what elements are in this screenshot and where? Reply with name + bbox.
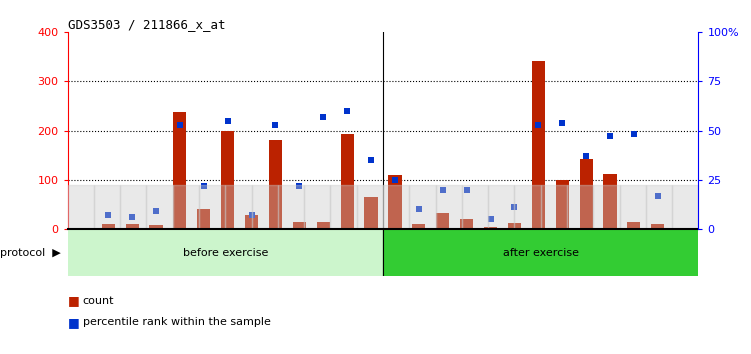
Bar <box>101 224 115 229</box>
Point <box>556 120 569 125</box>
Bar <box>330 184 357 229</box>
Point <box>270 122 282 127</box>
Bar <box>462 184 488 229</box>
Bar <box>627 222 641 229</box>
Bar <box>146 184 173 229</box>
Bar <box>173 184 199 229</box>
Point <box>652 193 664 199</box>
Bar <box>488 184 514 229</box>
Point <box>102 212 114 218</box>
Bar <box>580 159 593 229</box>
Bar <box>508 223 521 229</box>
Text: before exercise: before exercise <box>182 248 268 258</box>
Bar <box>651 224 665 229</box>
Point <box>628 132 640 137</box>
Text: count: count <box>83 296 114 306</box>
Bar <box>225 184 252 229</box>
Bar <box>278 184 304 229</box>
Bar <box>556 180 569 229</box>
Bar <box>293 222 306 229</box>
Bar <box>436 213 449 229</box>
Bar <box>357 184 383 229</box>
Bar <box>304 184 330 229</box>
Bar <box>409 184 436 229</box>
Bar <box>620 184 646 229</box>
Bar <box>199 184 225 229</box>
Bar <box>532 62 545 229</box>
Point <box>437 187 449 193</box>
Point <box>604 133 616 139</box>
Bar <box>484 227 497 229</box>
Bar <box>436 184 462 229</box>
Bar <box>646 184 672 229</box>
Text: protocol  ▶: protocol ▶ <box>0 248 61 258</box>
Bar <box>364 197 378 229</box>
Bar <box>412 224 425 229</box>
Bar <box>460 219 473 229</box>
Text: after exercise: after exercise <box>502 248 579 258</box>
Bar <box>149 225 162 229</box>
Text: percentile rank within the sample: percentile rank within the sample <box>83 317 270 327</box>
Point <box>150 209 162 214</box>
Point <box>246 212 258 218</box>
Point <box>365 157 377 163</box>
Text: ■: ■ <box>68 295 80 307</box>
Point <box>174 122 186 127</box>
Point <box>413 207 425 212</box>
Bar <box>341 134 354 229</box>
Point <box>294 183 306 189</box>
Point <box>198 183 210 189</box>
Point <box>532 122 544 127</box>
Bar <box>252 184 278 229</box>
Bar <box>68 229 383 276</box>
Bar <box>593 184 620 229</box>
Bar <box>125 224 139 229</box>
Bar <box>198 210 210 229</box>
Bar <box>541 184 567 229</box>
Bar <box>567 184 593 229</box>
Point <box>389 177 401 183</box>
Bar <box>68 184 94 229</box>
Point <box>317 114 329 120</box>
Text: ■: ■ <box>68 316 80 329</box>
Point <box>508 205 520 210</box>
Point <box>222 118 234 124</box>
Bar <box>94 184 120 229</box>
Bar <box>245 215 258 229</box>
Bar <box>173 112 186 229</box>
Bar <box>120 184 146 229</box>
Point <box>126 215 138 220</box>
Bar <box>383 184 409 229</box>
Bar <box>514 184 541 229</box>
Text: GDS3503 / 211866_x_at: GDS3503 / 211866_x_at <box>68 18 225 31</box>
Point <box>484 216 496 222</box>
Bar <box>383 229 698 276</box>
Point <box>460 187 472 193</box>
Bar <box>221 131 234 229</box>
Bar <box>317 222 330 229</box>
Bar <box>269 141 282 229</box>
Bar <box>388 175 402 229</box>
Point <box>341 108 353 114</box>
Bar <box>604 174 617 229</box>
Point <box>580 153 592 159</box>
Bar <box>672 184 698 229</box>
